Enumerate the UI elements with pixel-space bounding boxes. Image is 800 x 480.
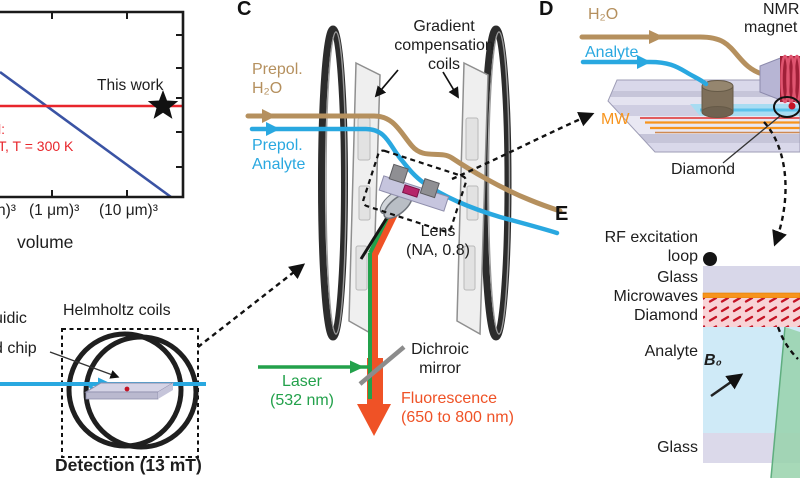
laser-arrowhead [350, 360, 364, 374]
thermal-caption-fragment: l: [0, 121, 5, 137]
nmr-magnet [759, 54, 800, 104]
analyte-layer-label: Analyte [644, 343, 698, 360]
x-axis-label: volume [17, 232, 74, 252]
prepol-analyte-label: Prepol. Analyte [252, 137, 306, 173]
panel-letter-e: E [555, 203, 569, 225]
left-coil [318, 25, 348, 341]
chip-pointer-arrow [49, 351, 120, 379]
h2o-label: H₂O [588, 6, 619, 23]
panel-connector-arrows [197, 111, 799, 360]
panel-letter-d: D [539, 0, 554, 20]
b0-label: B₀ [704, 352, 722, 369]
x-tick-label: (10 μm)³ [99, 202, 158, 219]
analyte-flow-arrowhead [266, 122, 280, 136]
diamond-dot [124, 386, 130, 392]
arrow-detection-to-c [197, 263, 306, 348]
diamond-layer-label: Diamond [633, 307, 698, 324]
chart-panel [0, 10, 185, 199]
dichroic-mirror-label: Dichroic mirror [411, 341, 469, 377]
b0-field-arrow [710, 373, 744, 398]
panel-d-graphics [579, 30, 800, 164]
nv-centers [703, 298, 800, 327]
nmr-magnet-label: magnet [744, 19, 798, 36]
microfluidic-chip-front [85, 391, 159, 400]
diamond-pointer-line [722, 115, 781, 164]
arrow-c-to-d [451, 111, 595, 181]
microfluidic-chip-top [84, 382, 175, 393]
dichroic-mirror [358, 345, 406, 386]
panel-letter-c: C [237, 0, 252, 20]
fluorescence-arrowhead [357, 404, 391, 436]
analyte-flow-arrowhead [637, 55, 651, 69]
detection-caption: Detection (13 mT) [55, 455, 202, 475]
chart-line-projection [0, 70, 172, 199]
diamond-label: Diamond [671, 161, 736, 178]
x-tick-label: n)³ [0, 202, 16, 219]
mw-label: MW [601, 111, 630, 128]
x-tick-label: (1 μm)³ [29, 202, 80, 219]
glass-top-label: Glass [657, 269, 698, 286]
gradient-coils-line: coils [427, 56, 460, 73]
plate-label-arrow-left [374, 69, 399, 98]
gradient-coils-line: Gradient [413, 18, 475, 35]
analyte-label: Analyte [585, 44, 639, 61]
arrow-d-to-e [763, 121, 787, 247]
water-flow-arrowhead [649, 30, 664, 44]
microwaves-label: Microwaves [613, 288, 698, 305]
thermal-caption-fragment: T, T = 300 K [0, 138, 74, 154]
rf-loop-dot [703, 252, 717, 266]
prepol-h2o-label: Prepol. H₂O [252, 61, 303, 97]
chart-annotation-this-work: This work [97, 77, 164, 94]
mount-line [359, 215, 390, 260]
microwave-layer [702, 292, 800, 299]
plate-label-arrow-right [442, 71, 459, 99]
microfluidic-chip-side [158, 383, 173, 399]
water-tube [579, 34, 765, 77]
diamond-element [401, 184, 420, 198]
nmr-magnet-label: NMR [763, 1, 800, 18]
detection-dashed-box [61, 328, 199, 458]
detection-inset [0, 328, 206, 458]
left-coil-highlight [325, 31, 347, 335]
collection-beam [771, 327, 800, 478]
clipped-label-fragment: d chip [0, 340, 37, 357]
chart-ticks [51, 12, 183, 197]
diamond-dot [788, 102, 796, 110]
glass-layer-top [703, 266, 800, 293]
star-marker [147, 90, 179, 119]
panel-e-graphics [702, 252, 800, 479]
glass-bottom-label: Glass [657, 439, 698, 456]
fluid-fitting-cylinder [701, 80, 734, 118]
chip-connector [419, 178, 440, 199]
diamond-region-circle [773, 96, 800, 118]
rf-loop-label: RF excitation [604, 229, 698, 246]
rf-loop-label: loop [667, 248, 698, 265]
clipped-label-fragment: uidic [0, 310, 27, 327]
water-flow-arrowhead [262, 109, 276, 123]
fluorescence-label: Fluorescence (650 to 800 nm) [401, 390, 514, 426]
collection-beam-edge [770, 326, 786, 479]
panel-c-graphics [245, 25, 563, 436]
analyte-tube [580, 59, 709, 87]
water-tube [245, 113, 563, 214]
arrow-e-detail [776, 326, 799, 360]
chart-axes-frame [0, 10, 185, 199]
chip-connector [388, 163, 409, 184]
gradient-coils-line: compensation [394, 37, 494, 54]
gradient-coils-label: Gradient compensation coils [365, 17, 523, 74]
lens-label: Lens (NA, 0.8) [405, 223, 470, 259]
laser-label: Laser (532 nm) [269, 373, 335, 409]
helmholtz-coils-label: Helmholtz coils [63, 302, 171, 319]
